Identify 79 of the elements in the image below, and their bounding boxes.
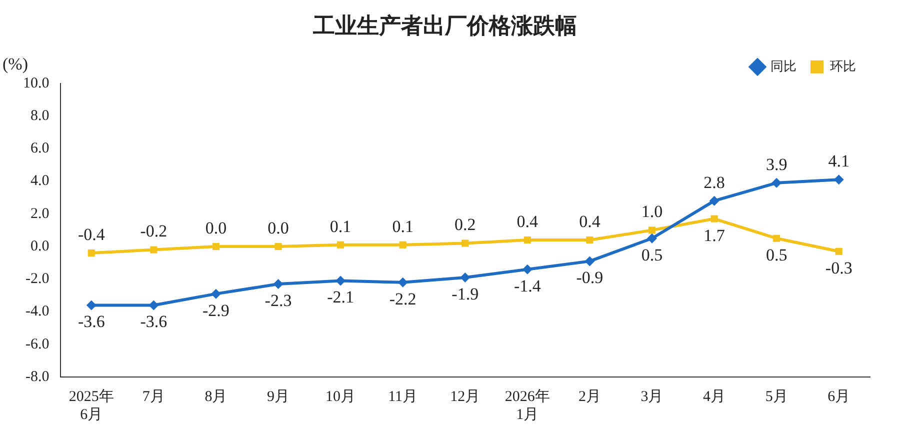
- data-label: -0.4: [78, 225, 106, 244]
- point: [524, 236, 531, 244]
- point: [148, 300, 159, 310]
- data-label: 0.0: [205, 218, 227, 238]
- y-tick-label: -2.0: [26, 271, 50, 288]
- point: [646, 233, 657, 244]
- point: [522, 264, 532, 274]
- point: [710, 215, 718, 222]
- point: [88, 250, 95, 257]
- data-label: 0.1: [330, 216, 352, 236]
- y-tick-label: 10.0: [23, 75, 50, 92]
- point: [462, 240, 469, 247]
- x-tick-label: 8月: [204, 388, 228, 405]
- data-label: -0.2: [140, 222, 168, 241]
- point: [835, 248, 842, 255]
- y-tick-label: -8.0: [26, 368, 50, 385]
- point: [210, 288, 221, 299]
- point: [586, 236, 594, 244]
- data-label: 2.8: [704, 172, 725, 192]
- y-tick-label: 0.0: [30, 238, 50, 254]
- point: [399, 241, 406, 248]
- data-label: -0.9: [576, 268, 604, 288]
- chart-title: 工业生产者出厂价格涨跌幅: [312, 12, 577, 39]
- point: [86, 300, 96, 310]
- data-label: -3.6: [78, 312, 105, 332]
- x-tick-label: 9月: [267, 388, 290, 405]
- x-tick-label: 4月: [703, 388, 726, 405]
- point: [834, 174, 844, 185]
- point: [584, 256, 595, 266]
- x-tick-label: 2月: [578, 388, 601, 405]
- point: [337, 241, 344, 248]
- y-tick-label: 2.0: [30, 206, 50, 222]
- data-label: -0.3: [825, 258, 852, 278]
- y-tick-label: -6.0: [26, 336, 50, 352]
- data-label: -2.3: [264, 290, 292, 310]
- y-tick-label: -4.0: [26, 304, 50, 320]
- data-label: 0.4: [516, 212, 539, 231]
- data-label: 0.0: [268, 218, 289, 238]
- y-tick-label: 8.0: [30, 108, 50, 124]
- data-label: -2.9: [202, 300, 230, 320]
- data-label: -1.9: [452, 284, 479, 304]
- x-tick-label: 5月: [765, 388, 788, 405]
- data-label: -2.1: [327, 288, 354, 307]
- x-tick-label: 7月: [142, 388, 165, 405]
- data-label: 0.1: [392, 216, 414, 236]
- data-label: 3.9: [766, 154, 788, 174]
- x-tick-label: 12月: [450, 388, 480, 405]
- data-label: 1.7: [704, 226, 726, 245]
- x-tick-label: 3月: [640, 388, 664, 405]
- point: [460, 272, 470, 282]
- y-tick-label: 6.0: [30, 140, 50, 157]
- point: [273, 279, 284, 290]
- data-label: 4.1: [828, 152, 850, 171]
- data-label: -1.4: [514, 276, 542, 296]
- data-label: 0.2: [454, 215, 476, 234]
- point: [772, 178, 782, 188]
- legend-label: 同比: [770, 59, 796, 74]
- x-tick-label: 10月: [326, 388, 356, 405]
- data-label: 0.5: [641, 245, 663, 264]
- legend-label: 环比: [830, 59, 856, 74]
- point: [648, 226, 656, 234]
- point: [398, 277, 408, 288]
- x-tick-label: 6月: [828, 388, 850, 405]
- data-label: 0.4: [579, 212, 601, 231]
- data-label: 0.5: [766, 245, 788, 264]
- data-label: -3.6: [140, 312, 168, 332]
- data-label: 1.0: [641, 202, 663, 222]
- x-tick-label: 2025年 6月: [68, 388, 114, 423]
- data-label: -2.2: [389, 289, 416, 308]
- point: [709, 196, 720, 206]
- y-tick-label: 4.0: [30, 173, 50, 190]
- point: [336, 276, 346, 286]
- point: [274, 242, 282, 250]
- point: [212, 242, 220, 250]
- x-tick-label: 11月: [388, 388, 418, 405]
- point: [773, 234, 780, 242]
- x-tick-label: 2026年 1月: [504, 388, 550, 423]
- point: [150, 246, 158, 254]
- y-axis-title: (%): [2, 54, 28, 74]
